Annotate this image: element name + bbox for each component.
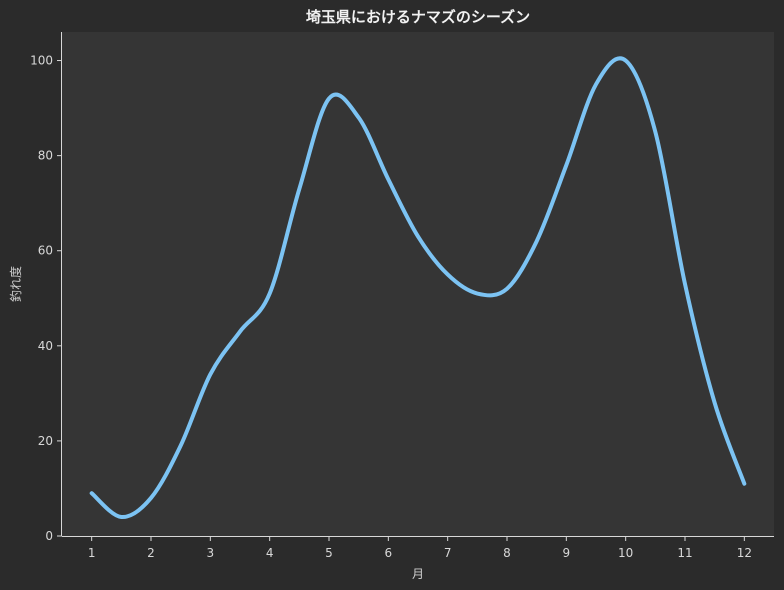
x-tick-label: 10 [618,546,633,560]
x-tick-label: 8 [503,546,511,560]
x-tick-label: 3 [207,546,215,560]
x-tick-label: 6 [385,546,393,560]
x-tick-label: 5 [325,546,333,560]
y-tick-label: 0 [45,529,53,543]
plot-area [62,32,774,536]
y-ticks: 0 20 40 60 80 100 [30,54,62,543]
y-tick-label: 100 [30,54,53,68]
chart-title: 埼玉県におけるナマズのシーズン [306,8,530,26]
x-tick-label: 9 [563,546,571,560]
series-layer [89,56,747,519]
x-axis-label: 月 [412,567,424,581]
x-tick-label: 2 [147,546,155,560]
x-tick-label: 4 [266,546,274,560]
y-axis-label: 釣れ度 [8,266,23,302]
x-tick-label: 7 [444,546,452,560]
x-tick-label: 11 [677,546,692,560]
series-line [89,56,747,519]
y-tick-label: 40 [38,339,53,353]
x-ticks: 1 2 3 4 5 6 7 8 9 10 11 12 [88,536,752,560]
x-tick-label: 1 [88,546,96,560]
y-tick-label: 20 [38,434,53,448]
x-tick-label: 12 [737,546,752,560]
y-tick-label: 60 [38,244,53,258]
y-tick-label: 80 [38,149,53,163]
